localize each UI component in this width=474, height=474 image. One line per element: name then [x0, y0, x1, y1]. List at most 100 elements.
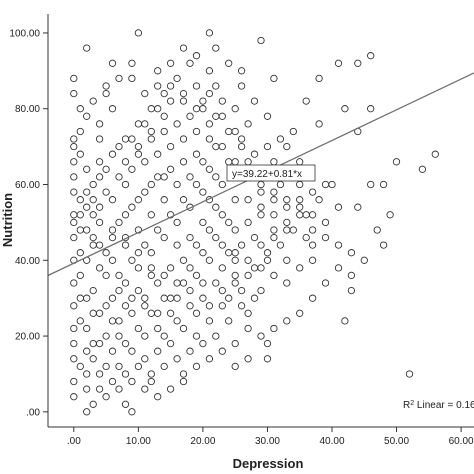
data-point	[192, 180, 201, 189]
data-point	[95, 158, 104, 166]
data-point	[283, 218, 291, 227]
data-point	[160, 173, 168, 181]
data-point	[231, 362, 239, 371]
data-point	[192, 362, 201, 371]
data-point	[218, 180, 226, 189]
data-point	[70, 233, 78, 242]
data-point	[315, 74, 323, 83]
data-point	[70, 355, 78, 363]
data-point	[192, 309, 201, 317]
data-point	[263, 355, 272, 363]
data-point	[354, 59, 362, 67]
data-point	[141, 89, 149, 98]
data-point	[334, 203, 343, 211]
data-point	[95, 241, 104, 249]
data-point	[102, 302, 110, 310]
data-point	[205, 89, 214, 98]
x-tick-label: 20.00	[190, 436, 215, 447]
r-squared-prefix: R	[403, 400, 410, 411]
data-point	[199, 218, 207, 227]
x-tick-label: 10.00	[126, 436, 151, 447]
data-point	[76, 127, 84, 136]
data-point	[95, 385, 104, 393]
y-tick-label: 20.00	[15, 332, 40, 343]
data-point	[321, 180, 330, 189]
data-point	[231, 226, 239, 234]
data-point	[141, 188, 149, 196]
data-point	[179, 370, 188, 378]
data-point	[89, 233, 97, 242]
data-point	[154, 309, 162, 317]
data-point	[205, 226, 214, 234]
data-point	[166, 309, 175, 317]
data-point	[237, 241, 246, 249]
data-point	[250, 150, 259, 158]
data-point	[70, 142, 78, 151]
data-point	[134, 324, 143, 333]
data-point	[121, 180, 130, 189]
data-point	[225, 294, 233, 302]
r-squared-value: Linear = 0.16	[414, 400, 474, 411]
points-layer	[70, 29, 439, 416]
data-point	[115, 142, 123, 151]
data-point	[154, 150, 162, 158]
data-point	[270, 226, 278, 234]
data-point	[186, 233, 194, 242]
data-point	[160, 112, 168, 120]
data-point	[147, 180, 155, 189]
data-point	[192, 241, 201, 249]
data-point	[128, 74, 136, 83]
data-point	[257, 286, 265, 295]
data-point	[154, 279, 162, 287]
data-point	[154, 226, 162, 234]
data-point	[237, 142, 246, 151]
y-axis-title: Nutrition	[0, 193, 15, 247]
data-point	[205, 317, 214, 325]
data-point	[237, 67, 246, 75]
data-point	[179, 97, 188, 105]
data-point	[108, 233, 117, 242]
data-point	[70, 188, 78, 196]
y-tick-label: 80.00	[15, 104, 40, 115]
data-point	[192, 127, 201, 136]
data-point	[128, 256, 136, 264]
data-point	[179, 196, 188, 204]
data-point	[141, 385, 149, 393]
data-point	[173, 120, 181, 128]
data-point	[283, 203, 291, 211]
data-point	[225, 218, 233, 227]
data-point	[276, 241, 285, 249]
data-point	[115, 332, 123, 340]
data-point	[250, 233, 259, 242]
data-point	[154, 347, 162, 355]
data-point	[108, 294, 117, 302]
data-point	[76, 196, 84, 204]
data-point	[270, 271, 278, 280]
data-point	[205, 29, 214, 37]
data-point	[263, 256, 272, 264]
data-point	[89, 97, 97, 105]
data-point	[160, 271, 168, 280]
equation-box	[226, 164, 316, 182]
data-point	[237, 286, 246, 295]
data-point	[244, 196, 252, 204]
data-point	[134, 150, 143, 158]
data-point	[250, 97, 259, 105]
data-point	[308, 294, 317, 302]
data-point	[231, 249, 239, 257]
data-point	[367, 52, 375, 60]
data-point	[147, 271, 155, 280]
data-point	[231, 196, 239, 204]
data-point	[296, 211, 304, 219]
data-point	[173, 74, 181, 83]
data-point	[160, 127, 168, 136]
data-point	[205, 256, 214, 264]
data-point	[218, 286, 226, 295]
data-point	[76, 249, 84, 257]
data-point	[296, 264, 304, 272]
data-point	[83, 408, 91, 416]
data-point	[321, 279, 330, 287]
data-point	[108, 150, 117, 158]
data-point	[141, 120, 149, 128]
data-point	[199, 249, 207, 257]
